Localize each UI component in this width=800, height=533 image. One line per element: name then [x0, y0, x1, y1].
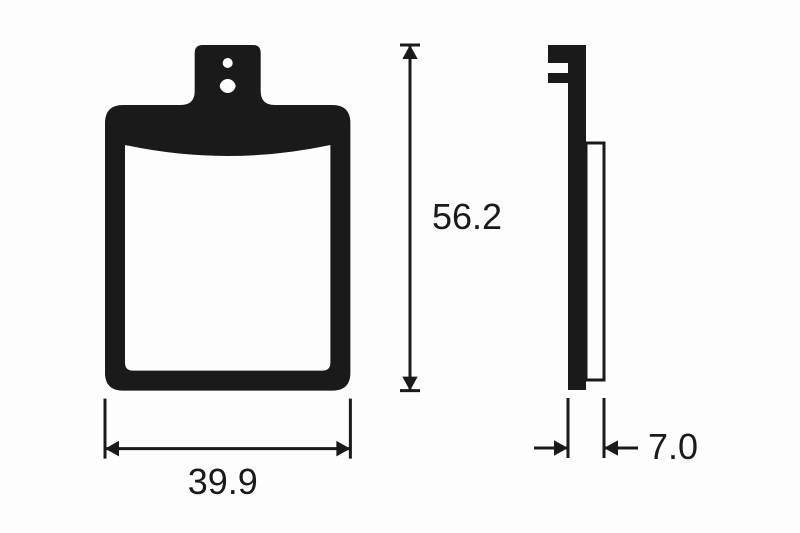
width-dimension: [105, 399, 350, 459]
thickness-label: 7.0: [648, 426, 698, 468]
side-view: [548, 45, 604, 390]
width-label: 39.9: [188, 461, 258, 503]
front-view: [105, 45, 350, 391]
height-label: 56.2: [432, 196, 502, 238]
height-dimension: [400, 45, 420, 391]
thickness-dimension: [534, 398, 638, 458]
